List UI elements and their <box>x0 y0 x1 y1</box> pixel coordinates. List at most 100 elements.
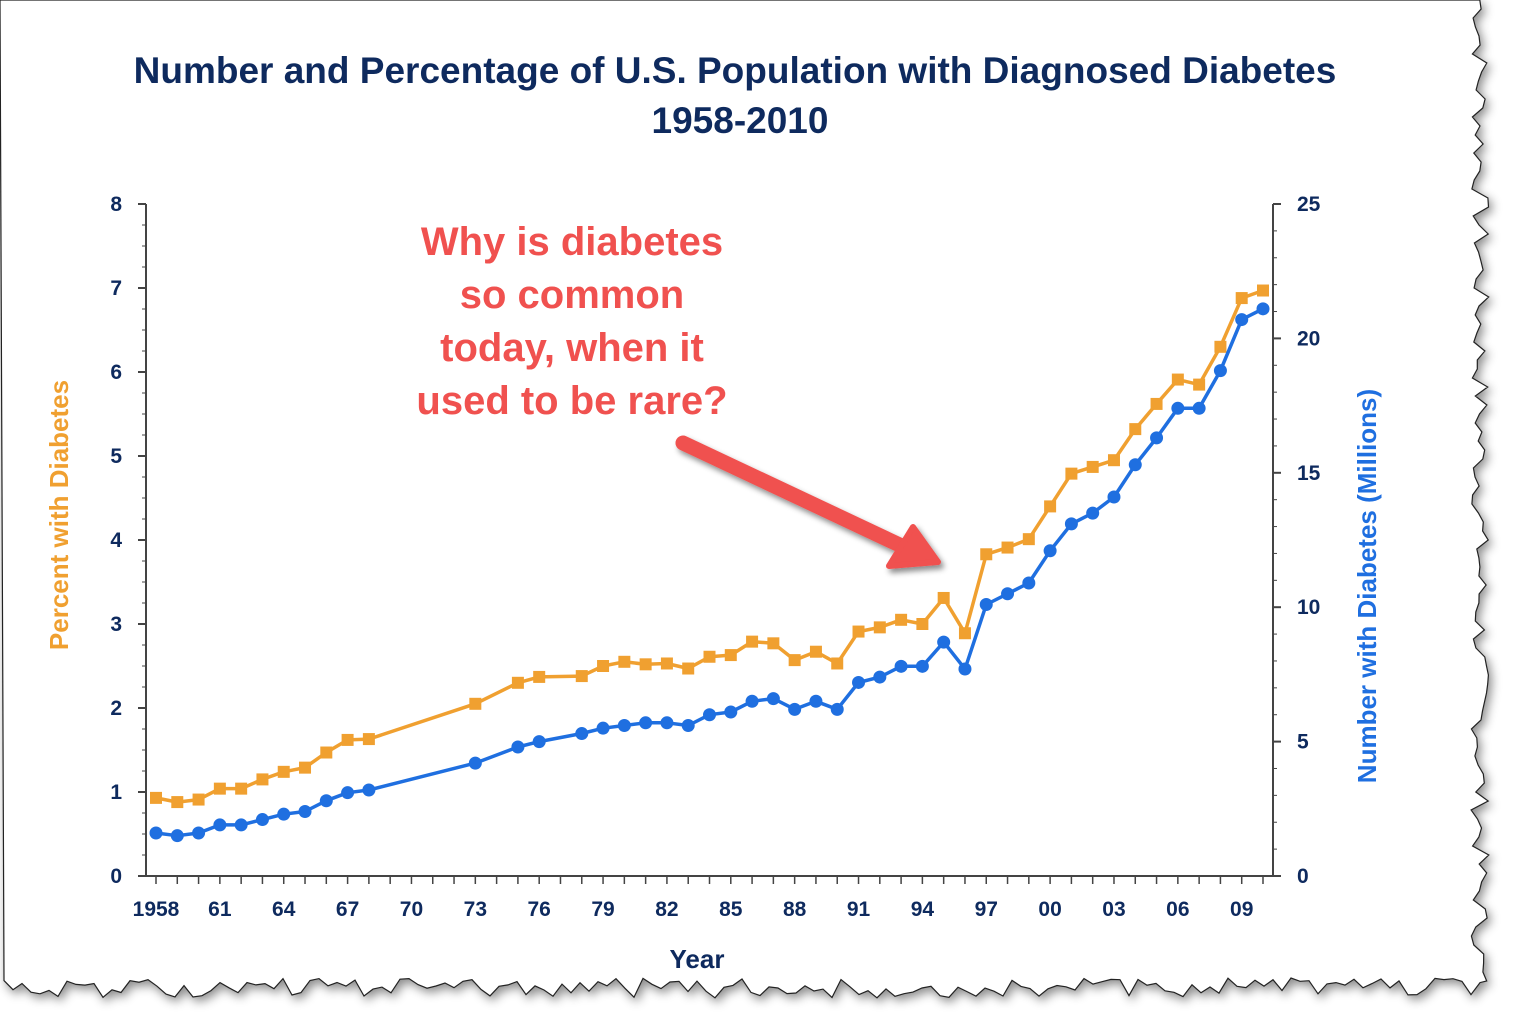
data-point-circle <box>1043 544 1057 558</box>
x-tick-label: 70 <box>400 898 423 921</box>
series-number <box>149 302 1270 843</box>
data-point-circle <box>1107 490 1121 504</box>
data-point-circle <box>745 694 759 708</box>
data-point-circle <box>468 756 482 770</box>
data-point-square <box>618 655 631 668</box>
left-tick-label: 7 <box>110 277 122 300</box>
data-point-circle <box>149 826 163 840</box>
data-point-square <box>1257 284 1269 297</box>
right-tick-label: 25 <box>1297 193 1321 216</box>
left-tick-label: 0 <box>110 865 122 888</box>
data-point-circle <box>639 716 653 730</box>
chart-subtitle: 1958-2010 <box>652 100 829 141</box>
x-tick-label: 88 <box>783 898 807 921</box>
left-tick-label: 5 <box>110 445 122 468</box>
data-point-circle <box>766 692 780 706</box>
data-point-circle <box>809 694 823 708</box>
x-tick-label: 1958 <box>133 898 180 921</box>
data-point-circle <box>1064 517 1078 531</box>
data-point-square <box>958 627 971 640</box>
data-point-square <box>1150 397 1163 410</box>
data-point-square <box>703 650 716 663</box>
x-tick-label: 64 <box>272 898 296 921</box>
data-point-square <box>831 657 844 670</box>
x-tick-label: 94 <box>911 898 935 921</box>
data-point-circle <box>341 786 355 800</box>
right-tick-label: 0 <box>1297 865 1309 888</box>
annotation-line-2: so common <box>460 273 684 317</box>
data-point-circle <box>681 718 695 732</box>
data-point-circle <box>1086 506 1100 520</box>
data-point-square <box>213 782 226 795</box>
data-point-circle <box>788 702 802 716</box>
left-tick-label: 8 <box>110 193 122 216</box>
paper-background <box>0 0 1490 999</box>
data-point-square <box>150 791 162 804</box>
data-point-square <box>746 635 759 648</box>
data-point-square <box>1129 423 1142 436</box>
annotation-line-1: Why is diabetes <box>421 220 723 264</box>
data-point-circle <box>724 705 738 719</box>
right-tick-label: 10 <box>1297 596 1320 619</box>
data-point-square <box>256 773 269 786</box>
data-point-square <box>1235 292 1248 305</box>
data-point-square <box>511 676 524 689</box>
data-point-circle <box>1150 431 1164 445</box>
data-point-circle <box>1256 302 1270 316</box>
left-tick-label: 6 <box>110 361 122 384</box>
data-point-circle <box>1213 364 1227 378</box>
data-point-square <box>1044 500 1057 513</box>
data-point-circle <box>234 818 248 832</box>
annotation-arrow <box>675 435 941 569</box>
data-point-circle <box>1022 576 1036 590</box>
data-point-square <box>299 761 312 774</box>
data-point-square <box>937 591 950 604</box>
data-point-square <box>788 654 801 667</box>
data-point-square <box>235 782 248 795</box>
x-tick-label: 06 <box>1166 898 1189 921</box>
data-point-square <box>192 793 205 806</box>
chart-title: Number and Percentage of U.S. Population… <box>134 50 1337 91</box>
data-point-circle <box>532 735 546 749</box>
data-point-square <box>1193 378 1206 391</box>
data-point-square <box>916 618 929 630</box>
data-point-square <box>1086 460 1099 473</box>
data-point-square <box>660 657 673 670</box>
data-point-square <box>873 621 886 634</box>
x-tick-label: 76 <box>528 898 551 921</box>
data-point-circle <box>575 727 589 741</box>
x-tick-label: 82 <box>655 898 678 921</box>
right-axis-title: Number with Diabetes (Millions) <box>1352 389 1382 783</box>
data-point-square <box>1001 541 1014 554</box>
x-axis-title: Year <box>670 944 725 974</box>
data-point-square <box>469 697 482 710</box>
data-point-square <box>767 637 780 650</box>
data-point-square <box>1214 340 1227 353</box>
data-point-circle <box>958 662 972 676</box>
data-point-square <box>1107 454 1120 467</box>
data-point-circle <box>873 670 887 684</box>
data-point-circle <box>511 740 525 754</box>
data-point-circle <box>937 635 951 649</box>
data-point-square <box>852 625 865 638</box>
data-point-square <box>1065 467 1078 480</box>
data-point-circle <box>1192 401 1206 415</box>
x-tick-label: 67 <box>336 898 359 921</box>
data-point-square <box>682 662 695 675</box>
annotation-line-3: today, when it <box>440 326 704 370</box>
data-point-circle <box>1001 587 1015 601</box>
x-tick-label: 09 <box>1230 898 1253 921</box>
data-point-circle <box>298 804 312 818</box>
data-point-square <box>171 796 184 809</box>
left-axis-title: Percent with Diabetes <box>44 380 74 650</box>
annotation-line-4: used to be rare? <box>416 379 727 423</box>
data-point-square <box>809 645 822 658</box>
data-point-circle <box>1128 458 1142 472</box>
data-point-square <box>895 613 908 626</box>
data-point-circle <box>1235 313 1249 327</box>
data-point-circle <box>703 708 716 722</box>
data-point-circle <box>617 718 631 732</box>
data-point-circle <box>255 813 269 827</box>
series-percent <box>150 284 1269 809</box>
